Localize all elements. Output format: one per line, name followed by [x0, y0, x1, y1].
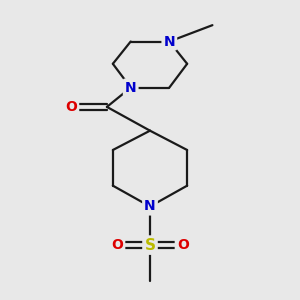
Text: O: O [65, 100, 77, 114]
Text: O: O [177, 238, 189, 252]
Text: S: S [145, 238, 155, 253]
Text: N: N [144, 200, 156, 214]
Text: O: O [111, 238, 123, 252]
Text: N: N [125, 81, 136, 94]
Text: N: N [164, 34, 175, 49]
